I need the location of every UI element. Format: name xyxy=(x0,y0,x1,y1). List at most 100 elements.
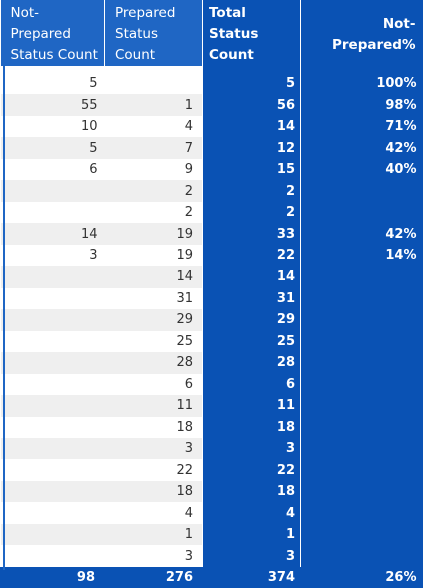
cell-not-prepared xyxy=(1,374,105,395)
cell-not-prepared xyxy=(1,352,105,373)
cell-not-prepared: 55 xyxy=(1,94,105,115)
cell-prepared: 2 xyxy=(105,180,203,201)
cell-prepared: 25 xyxy=(105,331,203,352)
cell-total: 3 xyxy=(203,438,301,459)
cell-not-prepared-pct xyxy=(301,352,423,373)
cell-not-prepared-pct: 42% xyxy=(301,223,423,244)
cell-not-prepared-pct xyxy=(301,309,423,330)
cell-total: 6 xyxy=(203,374,301,395)
cell-not-prepared-pct: 42% xyxy=(301,137,423,158)
header-prepared[interactable]: Prepared Status Count xyxy=(105,0,203,66)
cell-prepared: 2 xyxy=(105,202,203,223)
header-not-prepared[interactable]: Not-Prepared Status Count xyxy=(1,0,105,66)
cell-not-prepared-pct xyxy=(301,180,423,201)
cell-prepared: 3 xyxy=(105,438,203,459)
header-total-line2: Status Count xyxy=(209,24,294,66)
cell-not-prepared-pct xyxy=(301,459,423,480)
cell-not-prepared: 5 xyxy=(1,137,105,158)
cell-not-prepared: 3 xyxy=(1,245,105,266)
cell-total: 12 xyxy=(203,137,301,158)
cell-not-prepared xyxy=(1,545,105,566)
cell-total: 22 xyxy=(203,459,301,480)
table-header: Not-Prepared Status Count Prepared Statu… xyxy=(1,0,423,66)
cell-not-prepared-pct: 98% xyxy=(301,94,423,115)
cell-total: 25 xyxy=(203,331,301,352)
header-not-prepared-pct[interactable]: Not-Prepared% xyxy=(301,0,423,66)
cell-not-prepared xyxy=(1,459,105,480)
cell-not-prepared xyxy=(1,438,105,459)
cell-total: 2 xyxy=(203,180,301,201)
spacer-cell xyxy=(105,66,203,73)
header-total-line1: Total xyxy=(209,3,294,24)
cell-not-prepared-pct xyxy=(301,331,423,352)
cell-prepared: 4 xyxy=(105,502,203,523)
cell-total: 28 xyxy=(203,352,301,373)
cell-not-prepared-pct xyxy=(301,395,423,416)
cell-not-prepared-pct xyxy=(301,288,423,309)
cell-prepared: 3 xyxy=(105,545,203,566)
cell-total: 18 xyxy=(203,481,301,502)
cell-prepared: 18 xyxy=(105,417,203,438)
cell-not-prepared-pct xyxy=(301,502,423,523)
cell-total: 1 xyxy=(203,524,301,545)
cell-not-prepared: 5 xyxy=(1,73,105,94)
cell-not-prepared-pct xyxy=(301,545,423,566)
cell-total: 33 xyxy=(203,223,301,244)
cell-not-prepared xyxy=(1,331,105,352)
cell-not-prepared xyxy=(1,502,105,523)
cell-not-prepared xyxy=(1,417,105,438)
cell-not-prepared xyxy=(1,481,105,502)
header-total[interactable]: Total Status Count xyxy=(203,0,301,66)
cell-not-prepared xyxy=(1,309,105,330)
cell-not-prepared xyxy=(1,524,105,545)
cell-not-prepared xyxy=(1,288,105,309)
spacer-cell xyxy=(301,66,423,73)
header-not-prepared-line1: Not-Prepared xyxy=(11,3,99,45)
cell-not-prepared-pct xyxy=(301,266,423,287)
cell-total: 4 xyxy=(203,502,301,523)
cell-total: 15 xyxy=(203,159,301,180)
cell-total: 3 xyxy=(203,545,301,566)
cell-prepared: 7 xyxy=(105,137,203,158)
cell-prepared: 11 xyxy=(105,395,203,416)
cell-total: 14 xyxy=(203,266,301,287)
cell-prepared: 9 xyxy=(105,159,203,180)
cell-not-prepared: 14 xyxy=(1,223,105,244)
cell-total: 14 xyxy=(203,116,301,137)
header-prepared-line1: Prepared xyxy=(115,3,196,24)
cell-not-prepared xyxy=(1,266,105,287)
cell-not-prepared-pct xyxy=(301,374,423,395)
cell-total: 29 xyxy=(203,309,301,330)
cell-not-prepared-pct: 14% xyxy=(301,245,423,266)
cell-not-prepared xyxy=(1,202,105,223)
cell-prepared: 29 xyxy=(105,309,203,330)
cell-total: 31 xyxy=(203,288,301,309)
cell-prepared: 28 xyxy=(105,352,203,373)
